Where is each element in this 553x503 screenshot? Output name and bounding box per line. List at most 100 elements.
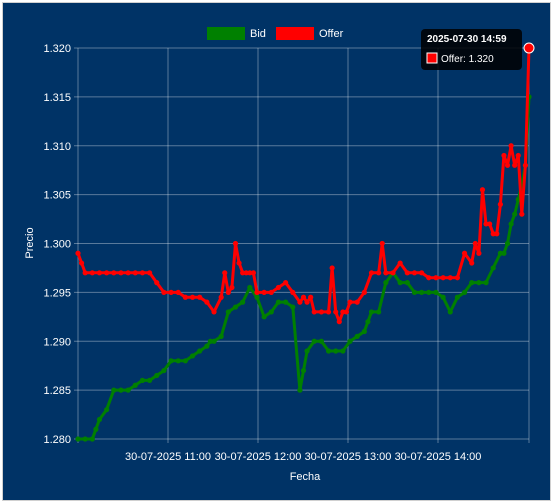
data-point-offer[interactable] — [297, 299, 303, 305]
data-point-offer[interactable] — [311, 309, 317, 315]
data-point-offer[interactable] — [512, 162, 518, 168]
data-point-bid[interactable] — [139, 377, 146, 383]
data-point-offer[interactable] — [361, 289, 367, 295]
data-point-offer[interactable] — [175, 289, 181, 295]
data-point-offer[interactable] — [411, 270, 418, 276]
data-point-offer[interactable] — [96, 270, 103, 276]
data-point-offer[interactable] — [469, 260, 475, 266]
data-point-bid[interactable] — [376, 309, 382, 315]
data-point-offer[interactable] — [218, 294, 224, 300]
data-point-offer[interactable] — [343, 309, 350, 315]
data-point-offer[interactable] — [261, 289, 267, 295]
data-point-bid[interactable] — [340, 348, 346, 354]
data-point-bid[interactable] — [300, 367, 307, 374]
data-point-offer[interactable] — [182, 294, 188, 300]
data-point-offer[interactable] — [508, 143, 514, 149]
data-point-bid[interactable] — [325, 348, 332, 354]
data-point-offer[interactable] — [440, 275, 446, 281]
data-point-offer[interactable] — [132, 270, 138, 276]
data-point-offer[interactable] — [161, 289, 167, 295]
data-point-bid[interactable] — [125, 387, 131, 393]
data-point-offer[interactable] — [501, 152, 507, 159]
data-point-offer[interactable] — [82, 270, 88, 276]
data-point-offer[interactable] — [487, 221, 493, 227]
data-point-offer[interactable] — [243, 270, 249, 276]
data-point-bid[interactable] — [447, 309, 453, 315]
data-point-bid[interactable] — [168, 358, 174, 364]
data-point-offer[interactable] — [490, 231, 496, 237]
data-point-bid[interactable] — [297, 387, 303, 393]
data-point-offer[interactable] — [75, 250, 81, 256]
data-point-offer[interactable] — [433, 275, 439, 281]
data-point-offer[interactable] — [333, 309, 339, 315]
data-point-bid[interactable] — [368, 309, 375, 315]
data-point-offer[interactable] — [354, 299, 360, 305]
data-point-bid[interactable] — [93, 426, 99, 432]
data-point-offer[interactable] — [229, 284, 235, 291]
data-point-bid[interactable] — [318, 338, 324, 344]
data-point-offer[interactable] — [336, 319, 342, 325]
data-point-offer[interactable] — [236, 260, 242, 266]
data-point-bid[interactable] — [111, 387, 117, 393]
data-point-bid[interactable] — [426, 289, 432, 295]
data-point-offer[interactable] — [111, 270, 117, 276]
hovered-point[interactable] — [523, 42, 535, 54]
data-point-offer[interactable] — [454, 275, 461, 281]
data-point-bid[interactable] — [354, 333, 360, 339]
data-point-offer[interactable] — [404, 270, 410, 276]
data-point-offer[interactable] — [250, 270, 256, 276]
data-point-offer[interactable] — [304, 299, 310, 305]
data-point-offer[interactable] — [104, 270, 110, 276]
data-point-bid[interactable] — [383, 280, 389, 286]
data-point-offer[interactable] — [347, 299, 353, 305]
data-point-offer[interactable] — [222, 270, 228, 276]
data-point-offer[interactable] — [168, 289, 174, 295]
data-point-bid[interactable] — [397, 280, 403, 286]
data-point-bid[interactable] — [283, 299, 289, 305]
data-point-bid[interactable] — [275, 299, 282, 305]
data-point-bid[interactable] — [261, 314, 267, 320]
data-point-bid[interactable] — [161, 367, 167, 374]
data-point-offer[interactable] — [204, 299, 210, 305]
data-point-bid[interactable] — [189, 353, 196, 359]
data-point-bid[interactable] — [483, 280, 489, 286]
data-point-bid[interactable] — [75, 436, 81, 442]
data-point-bid[interactable] — [365, 319, 371, 325]
data-point-bid[interactable] — [82, 436, 88, 442]
data-point-offer[interactable] — [419, 270, 425, 276]
data-point-bid[interactable] — [225, 309, 231, 315]
legend-item-bid[interactable]: Bid — [207, 27, 266, 40]
data-point-bid[interactable] — [333, 348, 339, 354]
data-point-offer[interactable] — [268, 289, 274, 295]
data-point-offer[interactable] — [325, 309, 332, 315]
data-point-offer[interactable] — [318, 309, 324, 315]
data-point-offer[interactable] — [118, 270, 124, 276]
data-point-bid[interactable] — [501, 250, 507, 256]
data-point-offer[interactable] — [494, 231, 500, 237]
data-point-bid[interactable] — [476, 280, 482, 286]
data-point-bid[interactable] — [218, 333, 224, 339]
data-point-bid[interactable] — [290, 304, 296, 310]
data-point-bid[interactable] — [268, 309, 274, 315]
data-point-bid[interactable] — [419, 289, 425, 295]
data-point-offer[interactable] — [329, 265, 335, 271]
data-point-offer[interactable] — [426, 275, 432, 281]
data-point-bid[interactable] — [197, 348, 203, 354]
data-point-offer[interactable] — [515, 152, 521, 159]
data-point-bid[interactable] — [89, 436, 95, 442]
data-point-offer[interactable] — [461, 250, 468, 256]
data-point-offer[interactable] — [189, 294, 196, 300]
data-point-bid[interactable] — [347, 338, 353, 344]
data-point-offer[interactable] — [211, 309, 217, 315]
data-point-offer[interactable] — [232, 240, 239, 247]
data-point-offer[interactable] — [283, 280, 289, 286]
data-point-offer[interactable] — [89, 270, 95, 276]
data-point-bid[interactable] — [240, 299, 246, 305]
data-point-bid[interactable] — [433, 289, 439, 295]
data-point-bid[interactable] — [508, 221, 514, 227]
data-point-bid[interactable] — [512, 211, 518, 217]
data-point-offer[interactable] — [483, 221, 489, 227]
data-point-offer[interactable] — [154, 280, 160, 286]
data-point-offer[interactable] — [397, 260, 403, 266]
data-point-offer[interactable] — [376, 270, 382, 276]
